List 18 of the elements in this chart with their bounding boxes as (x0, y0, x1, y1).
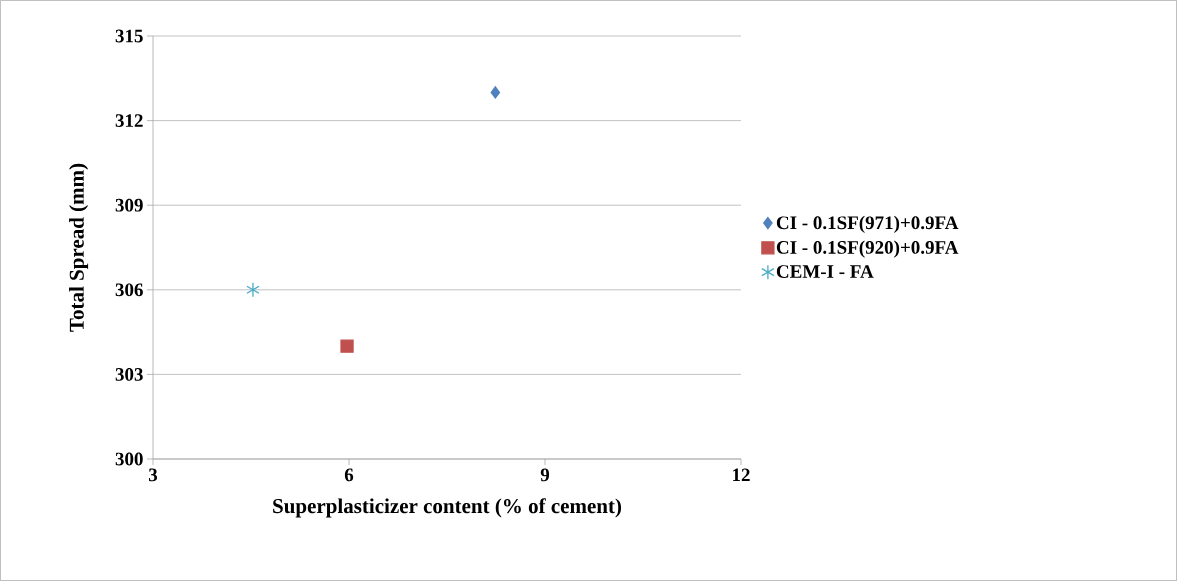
point (246, 282, 260, 298)
y-tick-label: 300 (115, 452, 143, 466)
y-axis-title: Total Spread (mm) (69, 163, 89, 332)
y-tick-label: 306 (115, 283, 143, 297)
legend-label: CEM-I - FA (776, 265, 874, 278)
y-tick-label: 309 (115, 198, 143, 212)
y-tick-label: 312 (115, 114, 143, 127)
x-axis-title: Superplasticizer content (% of cement) (273, 498, 622, 518)
x-tick-label: 6 (344, 468, 354, 482)
x-tick-label: 3 (148, 468, 158, 482)
legend-label: CI - 0.1SF(920)+0.9FA (776, 240, 959, 258)
y-tick-label: 315 (115, 29, 143, 43)
x-tick-label: 12 (733, 468, 750, 482)
legend-label: CI - 0.1SF(971)+0.9FA (776, 215, 959, 234)
point (490, 86, 501, 99)
y-tick-label: 303 (115, 368, 143, 381)
x-tick-label: 9 (540, 468, 550, 482)
point (340, 339, 354, 353)
